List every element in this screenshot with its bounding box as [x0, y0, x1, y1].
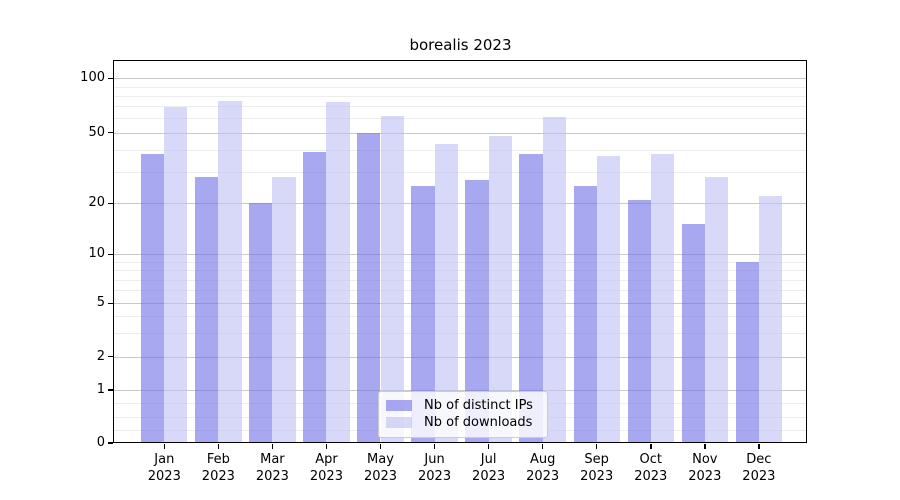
bar-distinct-ips-sep: [573, 186, 597, 443]
bar-distinct-ips-jul: [465, 180, 489, 443]
gridline-major-100: [113, 78, 807, 80]
gridline-minor-40: [113, 149, 807, 151]
bar-downloads-apr: [326, 101, 350, 443]
gridline-major-10: [113, 254, 807, 256]
gridline-minor-70: [113, 106, 807, 108]
bar-downloads-oct: [650, 153, 674, 443]
bar-downloads-aug: [542, 117, 566, 443]
bar-distinct-ips-may: [357, 132, 381, 443]
x-tick-mark-apr: [325, 444, 328, 449]
gridline-minor-30: [113, 172, 807, 174]
x-tick-mark-dec: [758, 444, 760, 449]
x-tick-mark-may: [379, 444, 382, 449]
y-tick-label-5: 5: [96, 295, 105, 311]
y-tick-mark-0: [108, 442, 113, 444]
y-tick-mark-10: [108, 253, 113, 256]
gridline-minor-8: [113, 270, 807, 272]
y-tick-label-2: 2: [96, 348, 105, 364]
bar-downloads-jan: [164, 107, 188, 443]
x-tick-label-jun: Jun 2023: [418, 452, 452, 484]
y-tick-mark-100: [108, 77, 113, 80]
gridline-major-50: [113, 132, 807, 134]
gridline-minor-4: [113, 316, 807, 318]
y-tick-mark-5: [108, 302, 113, 305]
x-tick-label-may: May 2023: [363, 452, 398, 484]
y-tick-label-50: 50: [88, 124, 105, 140]
bar-distinct-ips-aug: [519, 153, 543, 443]
bar-downloads-sep: [596, 155, 620, 443]
y-tick-label-10: 10: [88, 246, 105, 262]
bar-distinct-ips-apr: [303, 151, 327, 443]
legend-item-downloads: Nb of downloads: [386, 414, 539, 431]
x-tick-label-oct: Oct 2023: [634, 452, 668, 484]
bar-downloads-mar: [272, 177, 296, 443]
legend-swatch-distinct-ips: [386, 400, 412, 411]
bar-distinct-ips-feb: [195, 177, 219, 443]
x-tick-label-jul: Jul 2023: [472, 452, 506, 484]
gridline-minor-80: [113, 95, 807, 97]
x-tick-label-sep: Sep 2023: [580, 452, 614, 484]
x-tick-mark-jul: [487, 444, 490, 449]
chart-title: borealis 2023: [409, 36, 512, 54]
y-tick-mark-20: [108, 202, 113, 205]
x-tick-label-apr: Apr 2023: [309, 452, 343, 484]
legend-item-distinct-ips: Nb of distinct IPs: [386, 397, 539, 414]
x-tick-mark-mar: [271, 444, 274, 449]
y-tick-mark-2: [108, 355, 113, 358]
x-tick-mark-jun: [433, 444, 436, 449]
gridline-minor-90: [113, 86, 807, 88]
x-tick-mark-nov: [704, 444, 706, 449]
bar-downloads-jun: [434, 144, 458, 443]
bar-distinct-ips-nov: [681, 224, 705, 443]
gridline-minor-6: [113, 290, 807, 292]
gridline-minor-3: [113, 333, 807, 335]
y-tick-mark-50: [108, 131, 113, 134]
x-tick-label-mar: Mar 2023: [255, 452, 289, 484]
legend-label-distinct-ips: Nb of distinct IPs: [424, 398, 533, 413]
bar-distinct-ips-oct: [627, 199, 651, 443]
x-tick-label-feb: Feb 2023: [201, 452, 235, 484]
y-tick-label-1: 1: [96, 382, 105, 397]
bar-downloads-feb: [218, 100, 242, 443]
bar-distinct-ips-jan: [141, 153, 165, 443]
bar-distinct-ips-jun: [411, 186, 435, 443]
plot-area: [113, 60, 807, 443]
gridline-minor-9: [113, 261, 807, 263]
gridline-major-20: [113, 203, 807, 205]
gridline-major-2: [113, 356, 807, 358]
x-tick-mark-jan: [163, 444, 166, 449]
gridline-major-5: [113, 303, 807, 305]
x-tick-label-dec: Dec 2023: [742, 452, 776, 484]
bar-downloads-may: [380, 115, 404, 443]
y-tick-label-100: 100: [80, 70, 105, 86]
bar-downloads-jul: [488, 135, 512, 443]
x-tick-label-nov: Nov 2023: [688, 452, 722, 484]
legend: Nb of distinct IPs Nb of downloads: [378, 391, 548, 438]
y-tick-label-20: 20: [88, 195, 105, 211]
y-tick-mark-1: [108, 389, 113, 391]
gridline-major-1: [113, 390, 807, 391]
gridline-minor-7: [113, 279, 807, 281]
x-tick-mark-sep: [595, 444, 598, 449]
x-tick-mark-feb: [217, 444, 220, 449]
y-tick-label-0: 0: [96, 435, 105, 450]
x-tick-mark-aug: [541, 444, 544, 449]
x-tick-mark-oct: [650, 444, 652, 449]
legend-swatch-downloads: [386, 417, 412, 428]
bar-distinct-ips-mar: [249, 203, 273, 443]
legend-label-downloads: Nb of downloads: [424, 415, 533, 430]
x-tick-label-aug: Aug 2023: [526, 452, 560, 484]
gridline-minor-60: [113, 118, 807, 120]
bar-distinct-ips-dec: [735, 261, 759, 443]
x-tick-label-jan: Jan 2023: [147, 452, 181, 484]
bar-downloads-dec: [758, 195, 783, 443]
bar-downloads-nov: [704, 177, 728, 443]
